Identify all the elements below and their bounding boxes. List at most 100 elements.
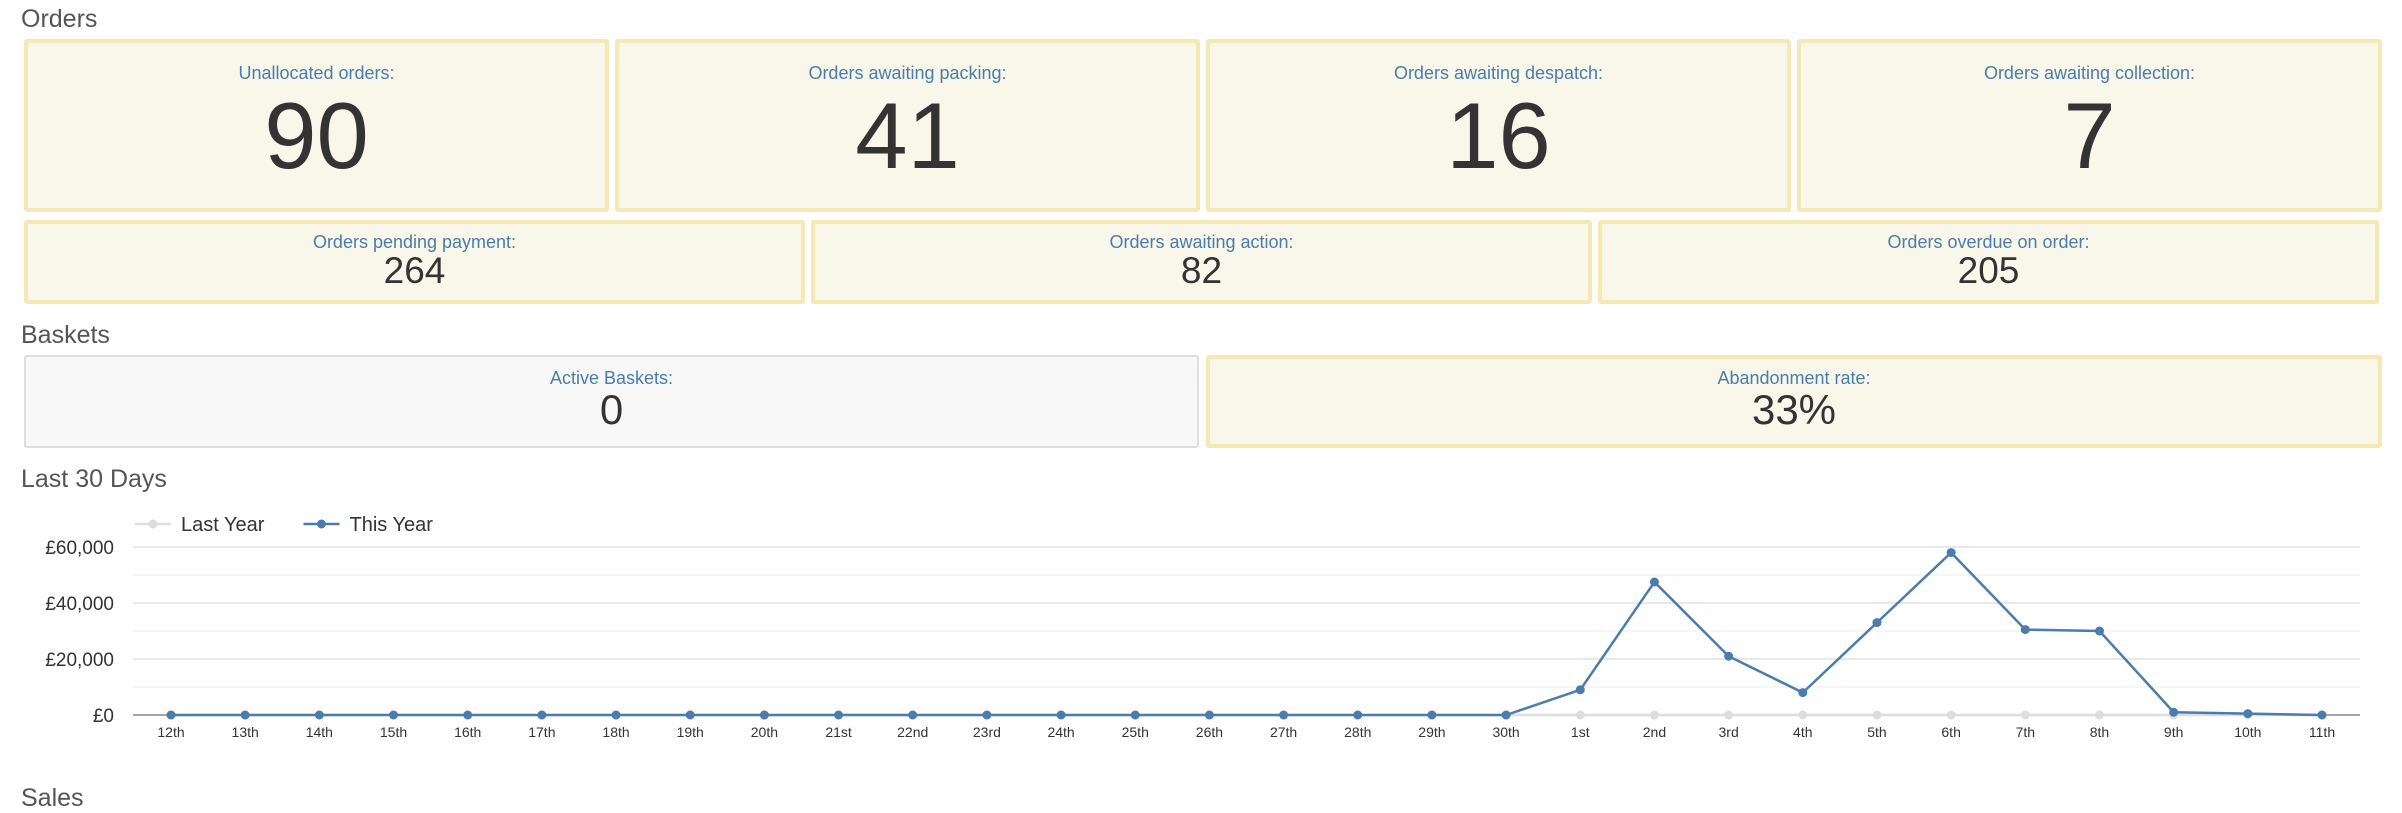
data-point — [2094, 710, 2104, 720]
unallocated-orders-tile[interactable]: Unallocated orders: 90 — [24, 39, 609, 212]
data-point — [2094, 626, 2104, 636]
overdue-on-order-value: 205 — [1957, 250, 2020, 291]
active-baskets-label: Active Baskets: — [549, 368, 674, 388]
x-tick-label: 7th — [2016, 724, 2035, 740]
x-tick-label: 20th — [751, 724, 778, 740]
data-point — [1946, 710, 1956, 720]
x-tick-label: 24th — [1047, 724, 1074, 740]
legend-swatch-dot — [148, 519, 158, 529]
x-tick-label: 19th — [677, 724, 704, 740]
last-30-days-title: Last 30 Days — [21, 465, 167, 493]
sales-section-title: Sales — [21, 784, 84, 812]
active-baskets-tile[interactable]: Active Baskets: 0 — [24, 355, 1199, 448]
pending-payment-tile[interactable]: Orders pending payment: 264 — [24, 220, 805, 304]
data-point — [1056, 710, 1066, 720]
awaiting-despatch-tile[interactable]: Orders awaiting despatch: 16 — [1206, 39, 1791, 212]
x-tick-label: 11th — [2309, 724, 2335, 740]
x-tick-label: 22nd — [897, 724, 928, 740]
active-baskets-value: 0 — [599, 386, 624, 433]
data-point — [537, 710, 547, 720]
x-tick-label: 30th — [1492, 724, 1519, 740]
x-tick-label: 23rd — [973, 724, 1001, 740]
data-point — [1649, 710, 1659, 720]
x-tick-label: 12th — [157, 724, 184, 740]
data-point — [389, 710, 399, 720]
abandonment-rate-tile[interactable]: Abandonment rate: 33% — [1206, 355, 2382, 448]
data-point — [2020, 710, 2030, 720]
awaiting-despatch-label: Orders awaiting despatch: — [1393, 63, 1604, 83]
overdue-on-order-tile[interactable]: Orders overdue on order: 205 — [1598, 220, 2379, 304]
x-tick-label: 9th — [2164, 724, 2183, 740]
x-axis-ticks: 12th 13th 14th 15th 16th 17th 18th 19th 20th 21st… — [157, 724, 2335, 740]
awaiting-collection-tile[interactable]: Orders awaiting collection: 7 — [1797, 39, 2382, 212]
data-point — [1204, 710, 1214, 720]
legend-swatch-dot — [317, 519, 326, 529]
awaiting-action-label: Orders awaiting action: — [1109, 232, 1294, 252]
baskets-section-title: Baskets — [21, 321, 110, 349]
awaiting-packing-label: Orders awaiting packing: — [808, 63, 1007, 83]
awaiting-collection-label: Orders awaiting collection: — [1983, 63, 2196, 83]
data-point — [1946, 548, 1956, 558]
abandonment-rate-label: Abandonment rate: — [1717, 368, 1871, 388]
x-tick-label: 3rd — [1719, 724, 1739, 740]
overdue-on-order-label: Orders overdue on order: — [1887, 232, 2090, 252]
data-point — [1353, 710, 1363, 720]
x-tick-label: 27th — [1270, 724, 1297, 740]
data-point — [1575, 685, 1585, 695]
data-point — [1724, 710, 1734, 720]
data-point — [1798, 710, 1808, 720]
unallocated-orders-value: 90 — [264, 83, 369, 188]
data-point — [908, 710, 918, 720]
data-point — [314, 710, 324, 720]
data-point — [685, 710, 695, 720]
data-point — [1724, 651, 1734, 661]
y-tick-label: £0 — [93, 706, 114, 727]
data-point — [834, 710, 844, 720]
data-point — [240, 710, 250, 720]
awaiting-despatch-value: 16 — [1446, 83, 1551, 188]
pending-payment-value: 264 — [383, 250, 446, 291]
x-tick-label: 28th — [1344, 724, 1371, 740]
data-point — [1872, 710, 1882, 720]
chart-legend: Last Year This Year — [135, 514, 433, 536]
data-point — [2169, 707, 2179, 717]
awaiting-action-value: 82 — [1180, 250, 1223, 291]
data-point — [166, 710, 176, 720]
data-point — [1130, 710, 1140, 720]
last-30-days-line-chart: Last Year This Year £0 £20,000 £40,000 £60,0… — [45, 514, 2360, 740]
chart-series — [166, 548, 2327, 720]
x-tick-label: 21st — [825, 724, 852, 740]
data-point — [1427, 710, 1437, 720]
x-tick-label: 17th — [528, 724, 555, 740]
x-tick-label: 15th — [380, 724, 407, 740]
x-tick-label: 26th — [1196, 724, 1223, 740]
awaiting-action-tile[interactable]: Orders awaiting action: 82 — [811, 220, 1592, 304]
awaiting-packing-tile[interactable]: Orders awaiting packing: 41 — [615, 39, 1200, 212]
awaiting-packing-value: 41 — [855, 83, 960, 188]
y-axis-ticks: £0 £20,000 £40,000 £60,000 — [45, 538, 114, 727]
data-point — [759, 710, 769, 720]
data-point — [982, 710, 992, 720]
x-tick-label: 29th — [1418, 724, 1445, 740]
x-tick-label: 1st — [1571, 724, 1590, 740]
data-point — [611, 710, 621, 720]
x-tick-label: 18th — [602, 724, 629, 740]
legend-label: Last Year — [181, 514, 265, 536]
x-tick-label: 8th — [2090, 724, 2109, 740]
x-tick-label: 4th — [1793, 724, 1812, 740]
x-tick-label: 25th — [1122, 724, 1149, 740]
data-point — [463, 710, 473, 720]
data-point — [1575, 710, 1585, 720]
x-tick-label: 14th — [306, 724, 333, 740]
series-line — [171, 550, 2323, 717]
awaiting-collection-value: 7 — [2063, 83, 2116, 188]
abandonment-rate-value: 33% — [1751, 386, 1837, 433]
x-tick-label: 5th — [1867, 724, 1886, 740]
legend-label: This Year — [350, 514, 434, 536]
x-tick-label: 13th — [232, 724, 259, 740]
data-point — [2020, 625, 2030, 635]
orders-section-title: Orders — [21, 5, 98, 33]
x-tick-label: 2nd — [1643, 724, 1666, 740]
data-point — [1649, 577, 1659, 587]
x-tick-label: 16th — [454, 724, 481, 740]
